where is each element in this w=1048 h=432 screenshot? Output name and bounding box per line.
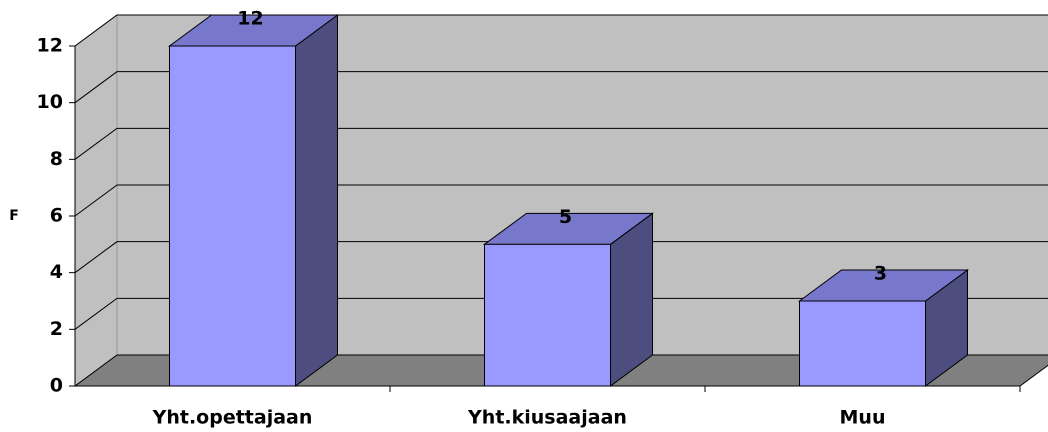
y-tick-label: 12 [37,35,63,57]
bar [169,45,296,387]
x-tick-label: Muu [840,407,886,429]
value-label: 5 [559,206,572,228]
x-tick-label: Yht.kiusaajaan [467,407,627,429]
bar-side [295,14,338,387]
y-axis-label: F [9,208,19,224]
x-tick-label: Yht.opettajaan [152,407,313,429]
y-tick-label: 0 [50,375,63,397]
y-tick-label: 2 [50,318,63,340]
bar [484,243,611,387]
grid-line [74,127,1048,160]
y-tick-label: 4 [50,261,63,283]
grid-line [74,71,1048,104]
value-label: 3 [874,263,887,285]
y-tick-label: 10 [37,91,63,113]
grid-line [74,241,1048,274]
grid-line [74,297,1048,330]
y-tick-label: 6 [50,205,63,227]
grid-line [74,184,1048,217]
y-tick-label: 8 [50,148,63,170]
value-label: 12 [237,8,263,30]
grid-line [74,14,1048,47]
bar [799,300,926,387]
